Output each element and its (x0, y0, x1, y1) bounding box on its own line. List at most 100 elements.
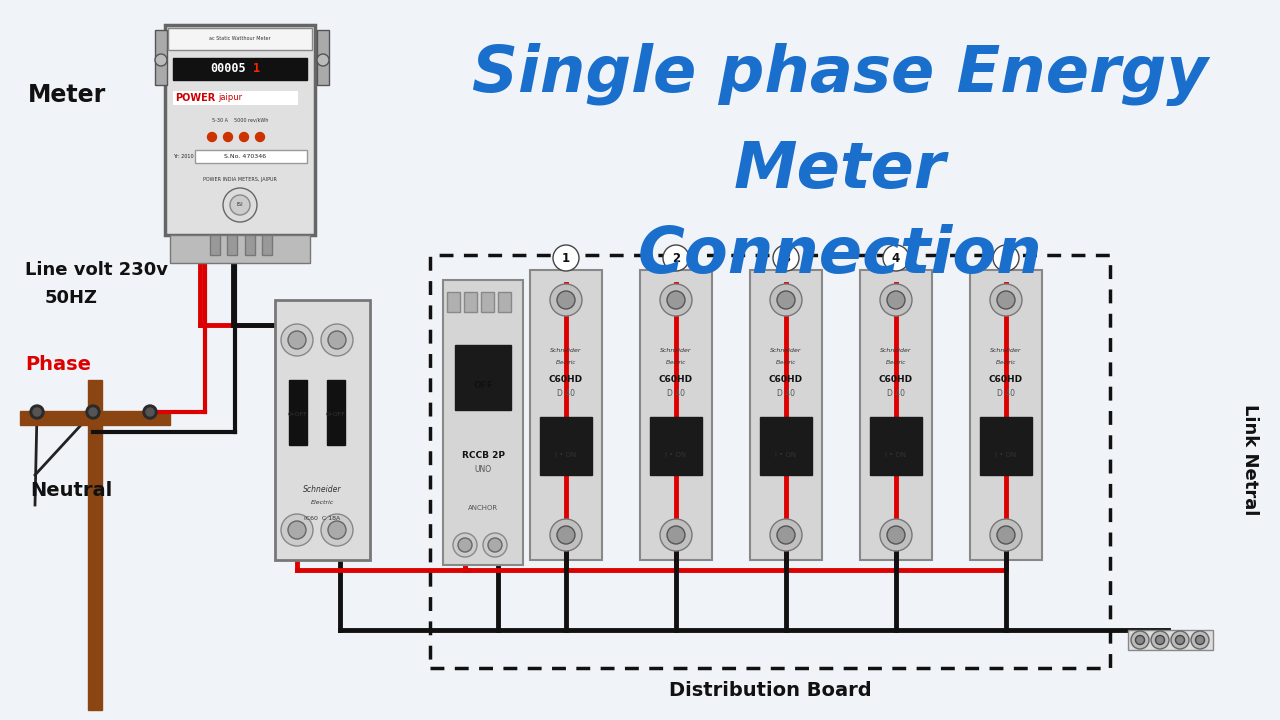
Bar (173, 58, 307, 80)
Circle shape (146, 408, 154, 416)
Bar (88, 380, 102, 710)
Circle shape (993, 245, 1019, 271)
Circle shape (553, 245, 579, 271)
Text: 1: 1 (562, 251, 570, 264)
Circle shape (207, 132, 216, 142)
FancyBboxPatch shape (860, 270, 932, 560)
Text: C60HD: C60HD (879, 376, 913, 384)
Bar (540, 417, 591, 475)
Text: 5-30 A    5000 rev/kWh: 5-30 A 5000 rev/kWh (211, 117, 269, 122)
Circle shape (1190, 631, 1210, 649)
Text: 50HZ: 50HZ (45, 289, 97, 307)
Text: 1: 1 (252, 63, 260, 76)
Bar (465, 292, 477, 312)
Circle shape (777, 291, 795, 309)
Circle shape (1132, 631, 1149, 649)
Circle shape (458, 538, 472, 552)
Text: Yr: 2010: Yr: 2010 (173, 155, 193, 160)
Text: D 40: D 40 (997, 389, 1015, 397)
Circle shape (997, 526, 1015, 544)
Text: OFF: OFF (474, 380, 493, 390)
Circle shape (223, 188, 257, 222)
Circle shape (883, 245, 909, 271)
Circle shape (33, 408, 41, 416)
Circle shape (660, 519, 692, 551)
Bar (155, 30, 166, 85)
Text: D 40: D 40 (557, 389, 575, 397)
FancyBboxPatch shape (530, 270, 602, 560)
Text: I • ON: I • ON (666, 452, 686, 458)
Text: ISI: ISI (237, 202, 243, 207)
Text: Schneider: Schneider (550, 348, 581, 353)
Text: UNO: UNO (475, 466, 492, 474)
Text: 4: 4 (892, 251, 900, 264)
Text: Connection: Connection (637, 224, 1042, 286)
Text: Electric: Electric (776, 359, 796, 364)
Circle shape (321, 514, 353, 546)
Circle shape (483, 533, 507, 557)
Bar (210, 235, 220, 255)
Circle shape (660, 284, 692, 316)
Text: C60HD: C60HD (989, 376, 1023, 384)
FancyBboxPatch shape (443, 280, 524, 565)
Text: ac Static Watthour Meter: ac Static Watthour Meter (209, 37, 271, 42)
Circle shape (317, 54, 329, 66)
Text: Distribution Board: Distribution Board (668, 680, 872, 700)
Circle shape (230, 195, 250, 215)
Circle shape (997, 291, 1015, 309)
Circle shape (224, 132, 233, 142)
Circle shape (557, 291, 575, 309)
Circle shape (771, 519, 803, 551)
Text: jaipur: jaipur (218, 94, 242, 102)
Text: I • ON: I • ON (776, 452, 796, 458)
FancyBboxPatch shape (640, 270, 712, 560)
Text: I • ON: I • ON (996, 452, 1016, 458)
Bar (170, 235, 310, 263)
Bar (20, 411, 170, 425)
Circle shape (90, 408, 97, 416)
Circle shape (881, 284, 911, 316)
Text: C60HD: C60HD (769, 376, 803, 384)
Bar (447, 292, 460, 312)
Bar (195, 150, 307, 163)
Bar (760, 417, 812, 475)
Circle shape (239, 132, 248, 142)
Text: Schneider: Schneider (881, 348, 911, 353)
Text: D 40: D 40 (777, 389, 795, 397)
Circle shape (288, 521, 306, 539)
Bar (1128, 630, 1213, 650)
Text: 3: 3 (782, 251, 790, 264)
Bar (244, 235, 255, 255)
Circle shape (328, 521, 346, 539)
Circle shape (771, 284, 803, 316)
Circle shape (1156, 636, 1165, 644)
Bar (650, 417, 701, 475)
Bar (430, 255, 1110, 668)
Circle shape (155, 54, 166, 66)
Bar (227, 235, 237, 255)
Bar (326, 380, 346, 445)
Text: S.No. 470346: S.No. 470346 (224, 155, 266, 160)
Bar (173, 91, 298, 105)
Text: Single phase Energy: Single phase Energy (472, 43, 1208, 107)
Text: Phase: Phase (26, 356, 91, 374)
Circle shape (667, 526, 685, 544)
Circle shape (773, 245, 799, 271)
Bar (317, 30, 329, 85)
FancyBboxPatch shape (165, 25, 315, 235)
Text: C60HD: C60HD (549, 376, 584, 384)
Text: Schneider: Schneider (771, 348, 801, 353)
Text: D 40: D 40 (667, 389, 685, 397)
Circle shape (887, 291, 905, 309)
Text: Schneider: Schneider (303, 485, 342, 495)
Bar (262, 235, 273, 255)
FancyBboxPatch shape (970, 270, 1042, 560)
Circle shape (550, 284, 582, 316)
Circle shape (1151, 631, 1169, 649)
Circle shape (881, 519, 911, 551)
FancyBboxPatch shape (750, 270, 822, 560)
Text: Electric: Electric (556, 359, 576, 364)
Text: 2: 2 (672, 251, 680, 264)
Text: Neutral: Neutral (29, 480, 113, 500)
Circle shape (282, 514, 314, 546)
